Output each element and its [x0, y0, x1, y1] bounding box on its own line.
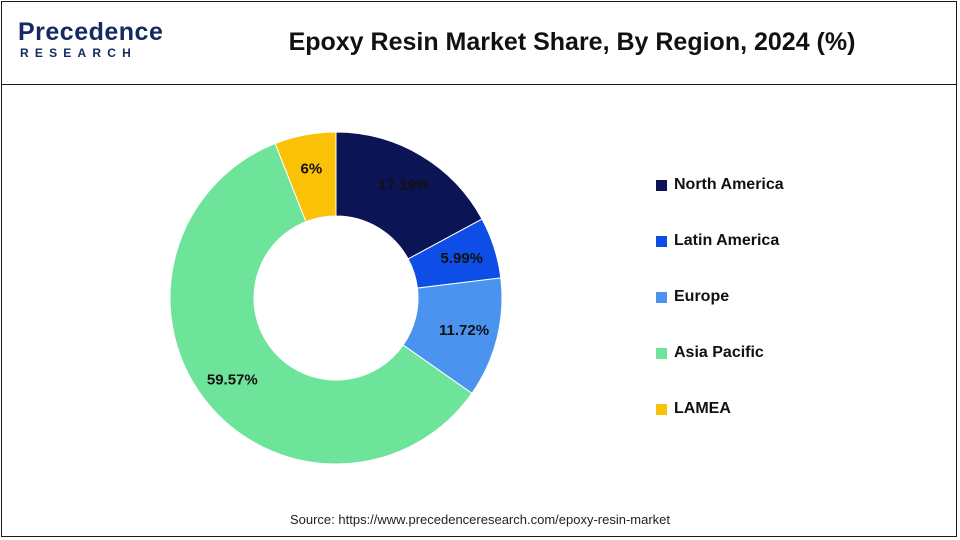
- company-logo: Precedence RESEARCH: [18, 18, 178, 66]
- legend-item-europe: Europe: [656, 286, 729, 308]
- legend-swatch: [656, 347, 667, 359]
- legend-swatch: [656, 291, 667, 303]
- legend-swatch: [656, 235, 667, 247]
- legend-label: LAMEA: [674, 400, 731, 417]
- legend-item-lamea: LAMEA: [656, 398, 731, 420]
- slice-lamea: [274, 131, 337, 223]
- chart-title: Epoxy Resin Market Share, By Region, 202…: [288, 28, 856, 56]
- legend-item-asia-pacific: Asia Pacific: [656, 342, 764, 364]
- legend-item-latin-america: Latin America: [656, 230, 779, 252]
- legend-label: Europe: [674, 288, 730, 305]
- legend-item-north-america: North America: [656, 174, 784, 196]
- slice-north-america: [335, 131, 483, 260]
- legend-label: Asia Pacific: [674, 344, 764, 361]
- legend-label: Latin America: [674, 232, 780, 249]
- header: Precedence RESEARCH Epoxy Resin Market S…: [2, 2, 956, 85]
- legend-label: North America: [674, 176, 784, 193]
- slice-label-north-america: 17.19%: [378, 177, 429, 194]
- legend-swatch: [656, 179, 667, 191]
- slice-label-latin-america: 5.99%: [440, 250, 483, 267]
- source-note: Source: https://www.precedenceresearch.c…: [289, 512, 671, 527]
- slice-label-europe: 11.72%: [439, 322, 489, 339]
- legend-swatch: [656, 403, 667, 415]
- logo-wordmark: Precedence: [18, 18, 164, 46]
- slice-label-lamea: 6%: [301, 160, 323, 177]
- slice-label-asia-pacific: 59.57%: [207, 372, 258, 389]
- logo-subtitle: RESEARCH: [20, 46, 137, 60]
- slice-asia-pacific: [169, 142, 473, 465]
